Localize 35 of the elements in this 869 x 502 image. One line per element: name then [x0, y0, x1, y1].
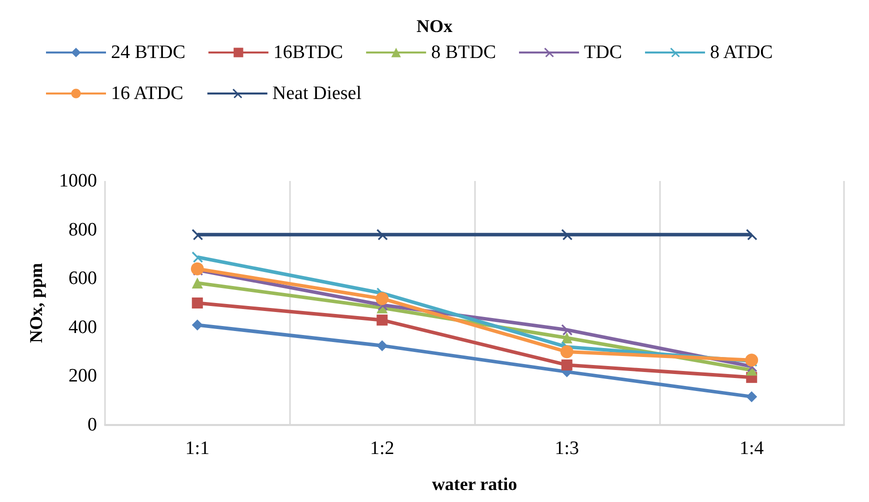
chart-title: NOx	[416, 16, 452, 36]
point	[192, 319, 203, 330]
point	[561, 324, 572, 336]
x-tick-label: 1:1	[185, 438, 210, 459]
y-tick-label: 600	[68, 268, 97, 290]
y-tick-label: 1000	[59, 170, 97, 192]
point	[376, 292, 389, 306]
point	[192, 229, 203, 240]
point	[376, 314, 388, 326]
y-tick-label: 200	[68, 366, 97, 387]
y-tick-label: 400	[68, 316, 97, 338]
x-tick-label: 1:2	[370, 438, 394, 459]
x-axis-title: water ratio	[432, 474, 518, 494]
point	[560, 345, 574, 358]
point	[746, 229, 758, 240]
point	[376, 229, 388, 240]
x-tick-label: 1:4	[739, 438, 764, 459]
x-tick-label: 1:3	[554, 438, 580, 459]
y-tick-label: 800	[68, 219, 97, 240]
legend-label: TDC	[584, 42, 622, 63]
legend-label: 16BTDC	[273, 42, 344, 63]
point	[192, 298, 203, 308]
point	[746, 391, 758, 402]
legend-label: 8 BTDC	[431, 42, 496, 63]
point	[192, 277, 203, 288]
point	[561, 359, 572, 370]
y-axis-title: NOx, ppm	[26, 262, 46, 344]
legend-label: 24 BTDC	[111, 42, 186, 63]
y-tick-label: 0	[88, 414, 97, 436]
point	[376, 340, 388, 352]
point	[561, 332, 572, 344]
legend-label: 8 ATDC	[710, 42, 773, 63]
legend-label: 16 ATDC	[111, 83, 184, 104]
point	[561, 229, 572, 240]
legend-label: Neat Diesel	[272, 83, 362, 104]
